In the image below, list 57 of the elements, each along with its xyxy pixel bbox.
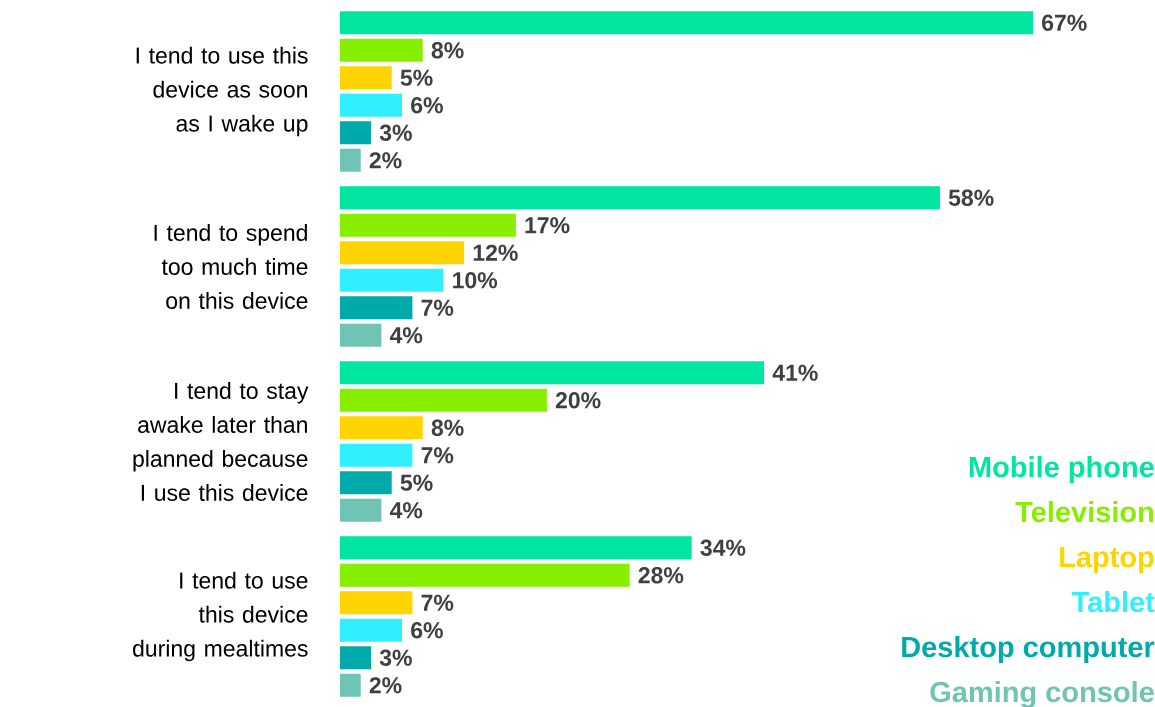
bar — [340, 563, 630, 587]
bar — [340, 673, 361, 697]
data-label: 34% — [700, 539, 746, 556]
data-label: 3% — [379, 649, 412, 666]
data-label: 2% — [369, 152, 402, 169]
data-label: 58% — [948, 189, 994, 206]
bar — [340, 121, 372, 145]
text: Mobile phone — [969, 455, 1154, 484]
bar — [340, 148, 361, 172]
text: Laptop — [1060, 547, 1154, 574]
data-label: 5% — [400, 69, 433, 86]
bar — [340, 498, 382, 522]
bar — [340, 93, 403, 117]
y-tick-label: I tend to spend too much time on this device — [154, 224, 308, 309]
bar — [340, 646, 372, 670]
bar — [340, 241, 465, 265]
y-tick-label: I tend to use this device as soon as I wake up — [136, 46, 308, 137]
bar — [340, 323, 382, 347]
data-label: 17% — [525, 217, 570, 234]
bar — [340, 591, 413, 615]
data-label: 4% — [389, 327, 423, 344]
bar — [340, 361, 765, 385]
bar — [340, 268, 444, 292]
y-tick-label: I tend to stay awake later than planned because I use this device — [133, 382, 309, 501]
bar — [340, 416, 423, 440]
data-label: 5% — [400, 474, 433, 491]
data-label: 7% — [421, 594, 454, 611]
data-label: 4% — [389, 502, 423, 519]
text: Television — [1015, 500, 1154, 523]
bar — [340, 443, 413, 467]
data-label: 41% — [772, 364, 818, 381]
bar — [340, 618, 403, 642]
bar — [340, 11, 1034, 35]
data-label: 20% — [555, 392, 601, 409]
bar — [340, 296, 413, 320]
data-label: 7% — [421, 299, 454, 316]
bar — [340, 186, 940, 210]
bar — [340, 38, 423, 62]
data-label: 10% — [453, 272, 498, 289]
data-label: 7% — [421, 447, 454, 464]
data-label: 67% — [1042, 14, 1087, 31]
data-label: 2% — [369, 677, 402, 694]
y-tick-label: I tend to use this device during mealtimes — [133, 571, 308, 662]
data-label: 8% — [431, 419, 464, 436]
bar — [340, 213, 516, 237]
data-label: 8% — [431, 42, 464, 59]
bar — [340, 66, 392, 90]
data-label: 3% — [379, 124, 412, 141]
data-label: 6% — [411, 97, 443, 114]
bar — [340, 388, 547, 412]
text: Tablet — [1071, 590, 1155, 613]
data-label: 12% — [473, 244, 518, 261]
bar — [340, 536, 692, 560]
data-label: 6% — [411, 622, 443, 639]
data-label: 28% — [638, 567, 684, 584]
text: Desktop computer — [902, 635, 1155, 664]
bar — [340, 471, 392, 495]
